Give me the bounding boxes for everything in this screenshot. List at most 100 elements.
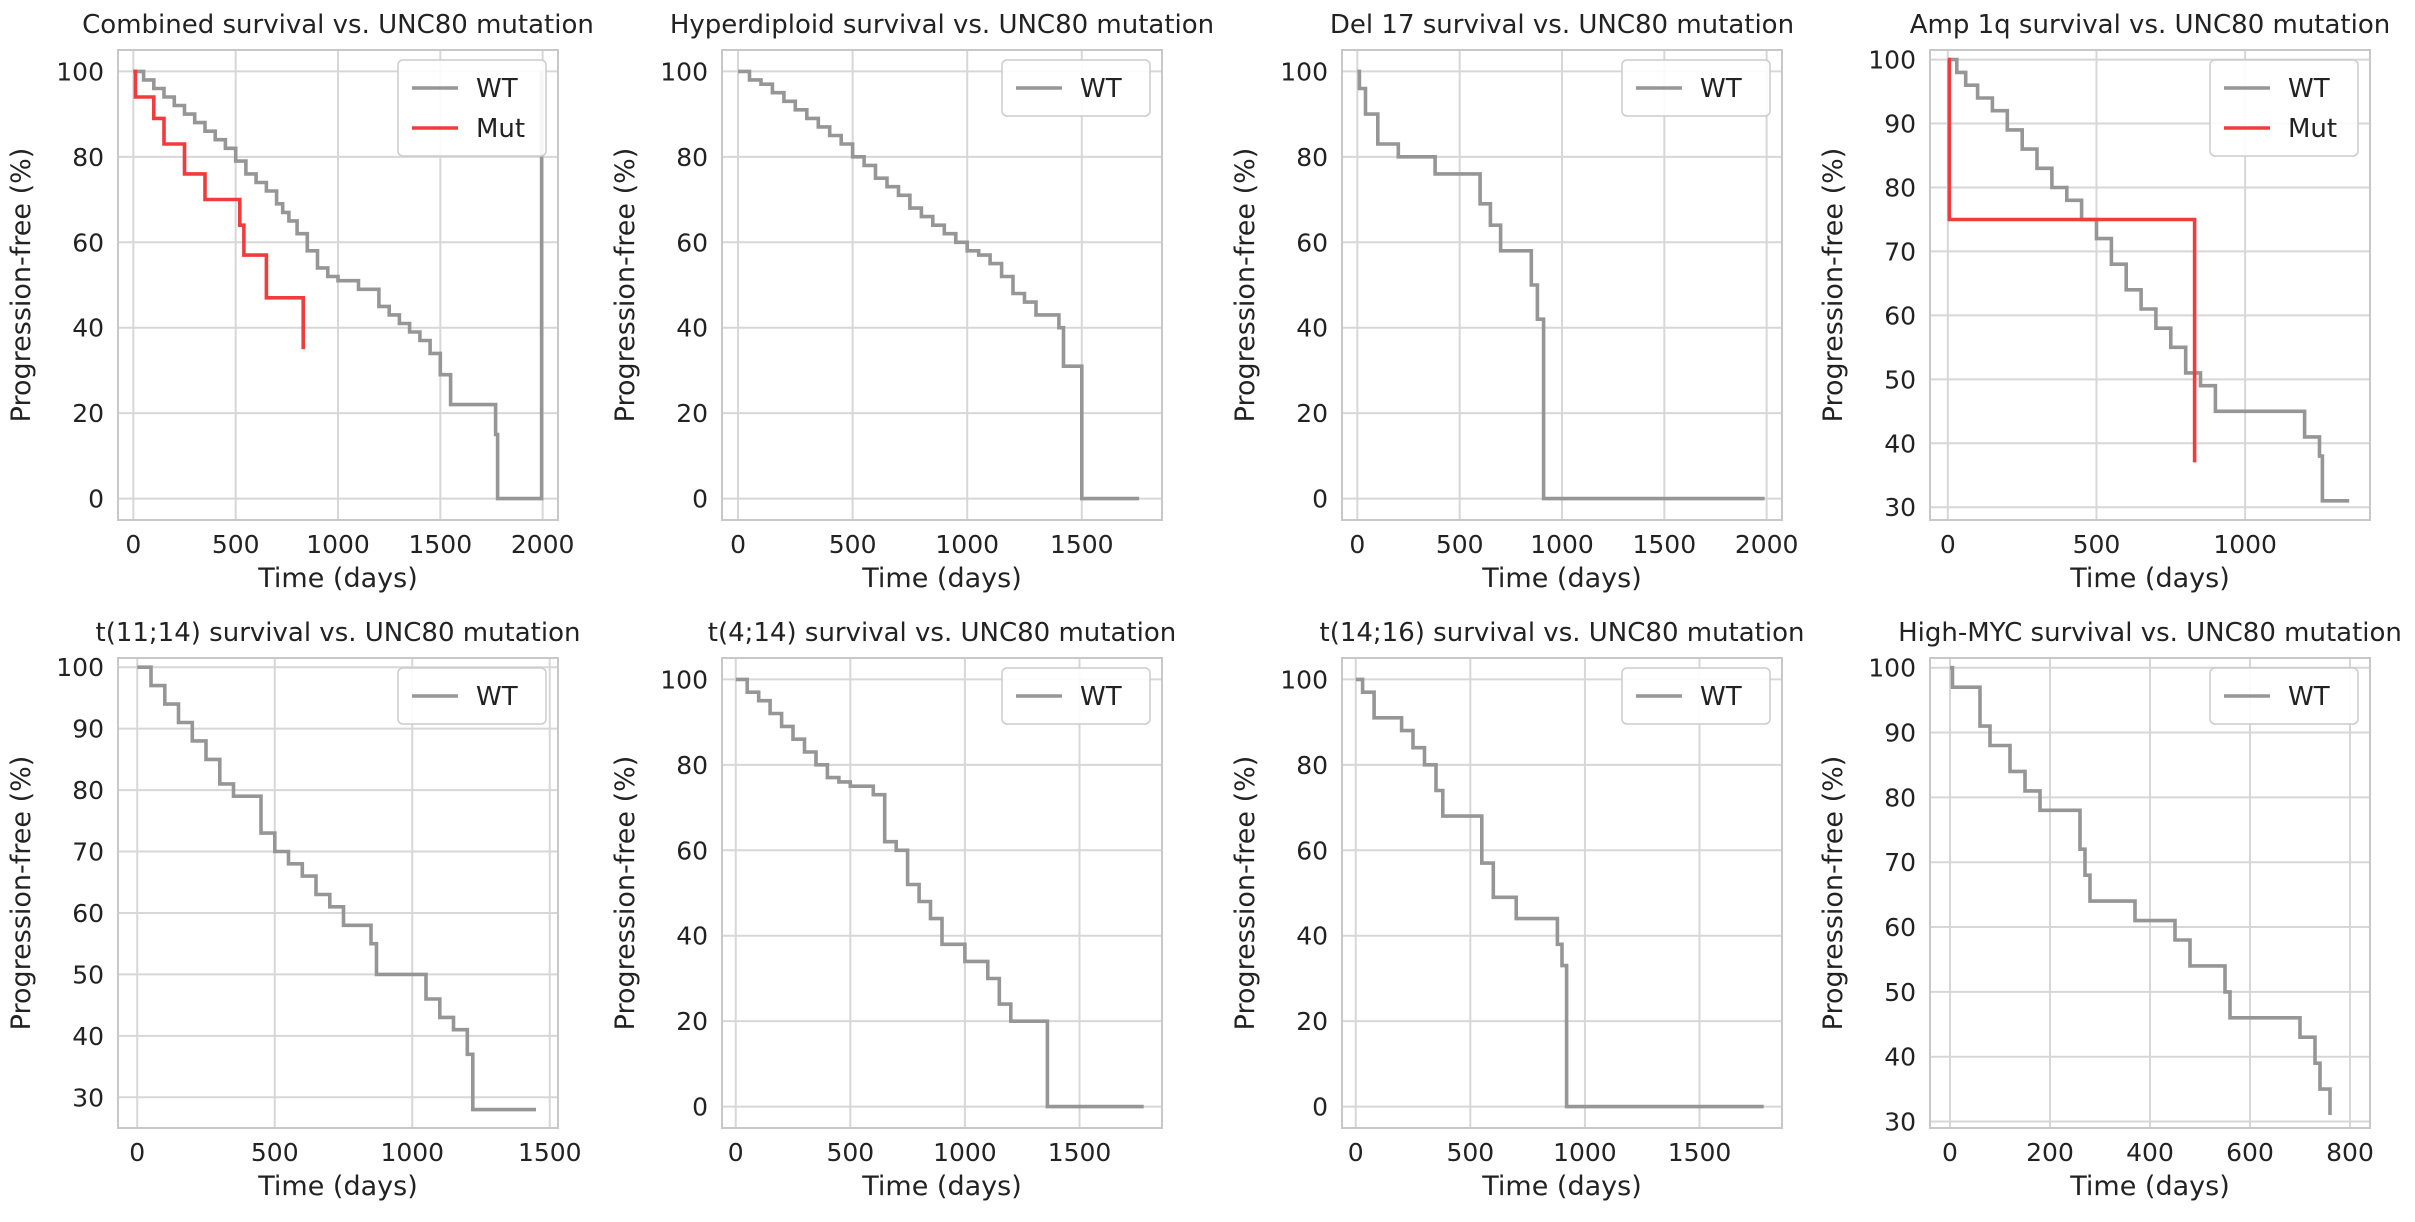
legend: WT <box>1621 667 1771 725</box>
y-tick-label: 60 <box>1296 228 1328 257</box>
x-axis-label: Time (days) <box>1481 1171 1641 1202</box>
series-line-wt <box>735 677 1144 1109</box>
x-axis-label: Time (days) <box>2069 1171 2229 1202</box>
y-tick-label: 40 <box>676 922 708 951</box>
y-tick-label: 80 <box>1296 751 1328 780</box>
x-tick-label: 1500 <box>518 1138 582 1167</box>
legend: WT <box>397 667 547 725</box>
y-tick-label: 100 <box>660 665 708 694</box>
y-tick-label: 80 <box>1884 173 1916 202</box>
legend-box <box>397 667 547 725</box>
legend-label-wt: WT <box>2288 682 2330 712</box>
y-tick-label: 70 <box>1884 237 1916 266</box>
y-tick-label: 40 <box>72 314 104 343</box>
legend: WT <box>2209 667 2359 725</box>
y-tick-label: 0 <box>1312 485 1328 514</box>
plot-frame <box>1929 49 2371 521</box>
legend-label-mut: Mut <box>476 114 525 144</box>
y-tick-label: 100 <box>660 57 708 86</box>
chart-panel-8: 0 200 400 600 800 30 40 50 60 70 80 90 100 High-MYC s… <box>1818 618 2402 1202</box>
x-tick-label: 1000 <box>306 530 370 559</box>
legend-label-wt: WT <box>476 74 518 104</box>
chart-title: t(11;14) survival vs. UNC80 mutation <box>96 618 581 648</box>
x-tick-label: 1000 <box>2213 530 2277 559</box>
legend: WT Mut <box>397 59 547 157</box>
y-tick-label: 60 <box>1884 913 1916 942</box>
y-tick-label: 80 <box>72 776 104 805</box>
x-tick-label: 500 <box>829 530 877 559</box>
y-tick-label: 0 <box>692 1093 708 1122</box>
y-tick-label: 100 <box>1868 654 1916 683</box>
plot-frame <box>1341 49 1783 521</box>
x-tick-label: 200 <box>2026 1138 2074 1167</box>
y-tick-label: 60 <box>1884 301 1916 330</box>
legend: WT <box>1001 59 1151 117</box>
chart-title: Amp 1q survival vs. UNC80 mutation <box>1910 10 2391 40</box>
x-tick-label: 1000 <box>933 1138 997 1167</box>
y-tick-label: 20 <box>1296 399 1328 428</box>
series-line-wt <box>133 69 544 501</box>
plot-frame <box>1341 657 1783 1129</box>
x-tick-label: 0 <box>730 530 746 559</box>
y-axis-label: Progression-free (%) <box>6 756 37 1031</box>
x-tick-label: 500 <box>2073 530 2121 559</box>
y-tick-label: 0 <box>88 485 104 514</box>
x-tick-label: 1000 <box>380 1138 444 1167</box>
y-tick-label: 80 <box>1296 143 1328 172</box>
series-line-wt <box>1355 677 1764 1109</box>
y-tick-label: 20 <box>676 1007 708 1036</box>
plot-frame <box>117 657 559 1129</box>
plot-frame <box>1929 657 2371 1129</box>
x-axis-label: Time (days) <box>2069 563 2229 594</box>
y-tick-label: 50 <box>1884 978 1916 1007</box>
x-tick-label: 800 <box>2326 1138 2374 1167</box>
x-tick-label: 1500 <box>1633 530 1697 559</box>
chart-panel-2: 0 500 1000 1500 0 20 40 60 80 100 Hyperdiploid sur… <box>610 10 1214 594</box>
x-tick-label: 0 <box>728 1138 744 1167</box>
y-tick-label: 40 <box>72 1022 104 1051</box>
series-line-wt <box>137 665 536 1112</box>
series-line-mut <box>1947 57 2197 463</box>
y-tick-label: 70 <box>72 838 104 867</box>
chart-title: t(14;16) survival vs. UNC80 mutation <box>1320 618 1805 648</box>
y-tick-label: 90 <box>1884 719 1916 748</box>
y-axis-label: Progression-free (%) <box>1230 148 1261 423</box>
y-axis-label: Progression-free (%) <box>1230 756 1261 1031</box>
chart-title: Combined survival vs. UNC80 mutation <box>82 10 594 40</box>
y-tick-label: 100 <box>56 57 104 86</box>
x-tick-label: 500 <box>251 1138 299 1167</box>
y-axis-label: Progression-free (%) <box>1818 756 1849 1031</box>
y-tick-label: 80 <box>676 751 708 780</box>
y-tick-label: 30 <box>72 1083 104 1112</box>
y-tick-label: 0 <box>1312 1093 1328 1122</box>
plot-frame <box>117 49 559 521</box>
y-tick-label: 60 <box>676 228 708 257</box>
x-tick-label: 500 <box>212 530 260 559</box>
legend-label-wt: WT <box>1080 682 1122 712</box>
legend-box <box>1621 59 1771 117</box>
y-tick-label: 70 <box>1884 848 1916 877</box>
y-tick-label: 40 <box>1884 429 1916 458</box>
legend-label-wt: WT <box>1700 682 1742 712</box>
x-tick-label: 400 <box>2126 1138 2174 1167</box>
x-tick-label: 500 <box>1436 530 1484 559</box>
y-tick-label: 100 <box>56 653 104 682</box>
plot-frame <box>721 657 1163 1129</box>
x-tick-label: 1500 <box>1668 1138 1732 1167</box>
y-tick-label: 60 <box>72 899 104 928</box>
chart-panel-5: 0 500 1000 1500 30 40 50 60 70 80 90 100 t(11;14) su… <box>6 618 582 1202</box>
legend-box <box>1621 667 1771 725</box>
y-tick-label: 30 <box>1884 493 1916 522</box>
legend-label-wt: WT <box>476 682 518 712</box>
y-axis-label: Progression-free (%) <box>6 148 37 423</box>
legend: WT Mut <box>2209 59 2359 157</box>
x-tick-label: 500 <box>1446 1138 1494 1167</box>
legend-box <box>397 59 547 157</box>
x-tick-label: 0 <box>125 530 141 559</box>
y-tick-label: 50 <box>72 960 104 989</box>
y-tick-label: 60 <box>1296 836 1328 865</box>
legend-box <box>1001 667 1151 725</box>
y-tick-label: 80 <box>676 143 708 172</box>
